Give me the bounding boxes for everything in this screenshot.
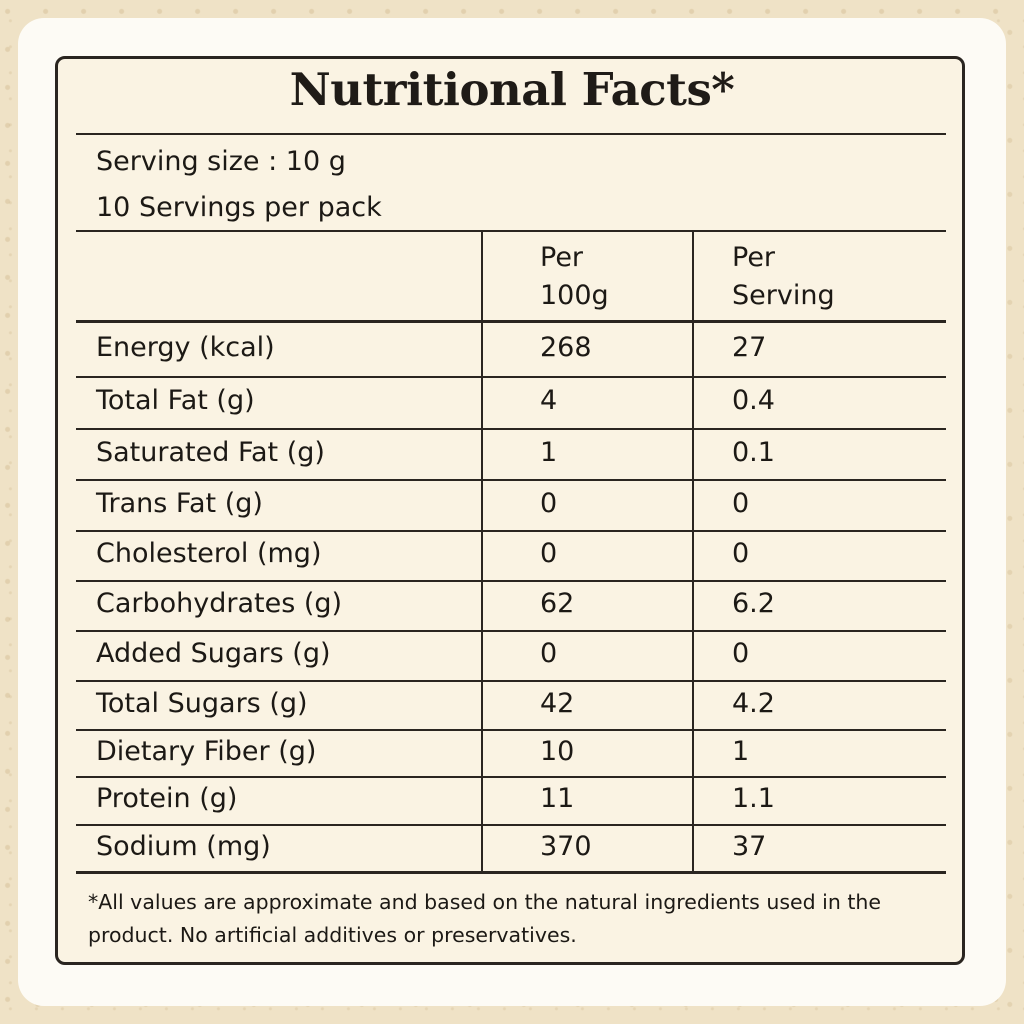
nutrient-name: Total Sugars (g) <box>96 688 308 719</box>
value-per-serving: 4.2 <box>732 688 775 719</box>
value-per-100g: 0 <box>540 638 558 669</box>
nutrient-name: Added Sugars (g) <box>96 638 331 669</box>
value-per-serving: 0 <box>732 538 750 569</box>
row-divider <box>76 530 946 532</box>
value-per-serving: 37 <box>732 831 767 862</box>
row-divider <box>76 580 946 582</box>
nutrient-name: Cholesterol (mg) <box>96 538 322 569</box>
divider-under-title <box>76 133 946 135</box>
divider-table-bottom <box>76 871 946 874</box>
divider-above-table <box>76 230 946 232</box>
row-divider <box>76 824 946 826</box>
value-per-100g: 1 <box>540 437 558 468</box>
column-header-per-100g: Per 100g <box>540 242 609 311</box>
row-divider <box>76 729 946 731</box>
column-header-per-serving: Per Serving <box>732 242 835 311</box>
value-per-serving: 0 <box>732 638 750 669</box>
value-per-100g: 62 <box>540 588 575 619</box>
value-per-100g: 370 <box>540 831 592 862</box>
column-divider-2 <box>692 231 694 872</box>
nutrient-name: Saturated Fat (g) <box>96 437 325 468</box>
value-per-serving: 1.1 <box>732 783 775 814</box>
nutrient-name: Trans Fat (g) <box>96 488 263 519</box>
column-divider-1 <box>481 231 483 872</box>
nutrient-name: Dietary Fiber (g) <box>96 736 317 767</box>
nutrient-name: Total Fat (g) <box>96 385 255 416</box>
value-per-serving: 27 <box>732 332 767 363</box>
value-per-100g: 11 <box>540 783 575 814</box>
label-title: Nutritional Facts* <box>289 63 735 116</box>
value-per-100g: 10 <box>540 736 575 767</box>
value-per-100g: 4 <box>540 385 558 416</box>
value-per-100g: 0 <box>540 488 558 519</box>
value-per-serving: 0 <box>732 488 750 519</box>
row-divider <box>76 680 946 682</box>
divider-under-header <box>76 320 946 323</box>
row-divider <box>76 376 946 378</box>
row-divider <box>76 776 946 778</box>
value-per-100g: 268 <box>540 332 592 363</box>
value-per-serving: 0.1 <box>732 437 775 468</box>
nutrient-name: Protein (g) <box>96 783 238 814</box>
footnote: *All values are approximate and based on… <box>88 890 882 947</box>
value-per-serving: 6.2 <box>732 588 775 619</box>
value-per-100g: 0 <box>540 538 558 569</box>
serving-size: Serving size : 10 g <box>96 146 346 177</box>
nutrient-name: Carbohydrates (g) <box>96 588 343 619</box>
value-per-100g: 42 <box>540 688 575 719</box>
value-per-serving: 0.4 <box>732 385 775 416</box>
nutrient-name: Sodium (mg) <box>96 831 271 862</box>
servings-per-pack: 10 Servings per pack <box>96 192 382 223</box>
nutrient-name: Energy (kcal) <box>96 332 275 363</box>
nutrition-label <box>55 56 965 965</box>
row-divider <box>76 479 946 481</box>
row-divider <box>76 428 946 430</box>
row-divider <box>76 630 946 632</box>
value-per-serving: 1 <box>732 736 750 767</box>
